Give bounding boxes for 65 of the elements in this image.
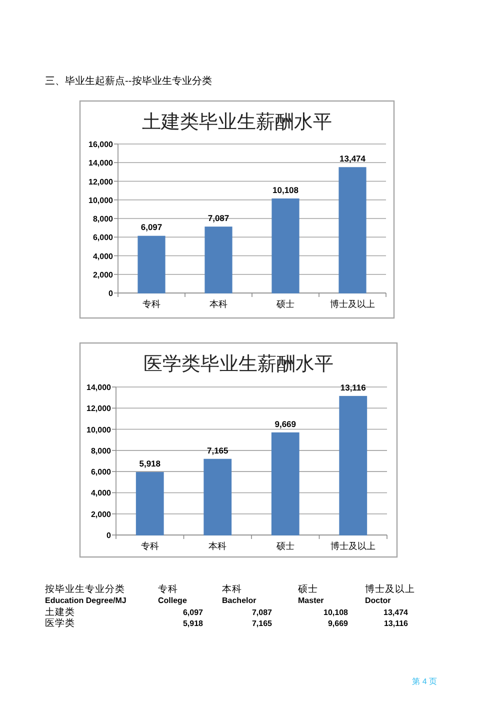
bar xyxy=(271,432,300,536)
y-tick-label: 8,000 xyxy=(90,446,112,456)
y-tick-label: 6,000 xyxy=(92,233,114,242)
text: 本科 xyxy=(222,583,242,595)
x-tick-label: 本科 xyxy=(208,541,227,552)
y-tick-label: 0 xyxy=(106,531,112,540)
y-tick-label: 6,000 xyxy=(90,468,112,477)
bar xyxy=(338,167,366,294)
data-label: 6,097 xyxy=(140,222,162,232)
text: 三、毕业生起薪点--按毕业生专业分类 xyxy=(45,75,212,87)
x-tick-label: 硕士 xyxy=(275,541,294,552)
text: 7,165 xyxy=(252,619,273,628)
bar xyxy=(204,458,232,536)
bar xyxy=(138,236,166,294)
y-tick-label: 12,000 xyxy=(86,404,112,414)
y-tick-label: 14,000 xyxy=(86,383,112,392)
bar xyxy=(339,396,368,536)
y-tick-label: 10,000 xyxy=(86,425,112,434)
text: 第 4 页 xyxy=(412,677,437,686)
text: 7,087 xyxy=(252,608,273,617)
x-tick-label: 专科 xyxy=(142,299,160,310)
x-tick-label: 博士及以上 xyxy=(330,541,376,552)
y-tick-label: 0 xyxy=(108,289,114,298)
text: 5,918 xyxy=(182,619,204,628)
bar xyxy=(272,198,300,294)
data-label: 10,108 xyxy=(272,184,299,195)
x-tick-label: 本科 xyxy=(210,299,228,310)
y-tick-label: 14,000 xyxy=(88,158,114,168)
data-label: 7,087 xyxy=(208,213,230,223)
y-tick-label: 2,000 xyxy=(90,510,112,519)
x-tick-label: 博士及以上 xyxy=(330,299,375,310)
data-label: 9,669 xyxy=(274,418,296,429)
y-tick-label: 2,000 xyxy=(92,270,114,280)
text: 博士及以上 xyxy=(365,583,415,595)
data-label: 5,918 xyxy=(139,458,161,468)
text: Education Degree/MJ xyxy=(45,596,126,605)
bar xyxy=(204,226,232,294)
text: Doctor xyxy=(365,596,391,605)
bar xyxy=(136,472,164,536)
y-tick-label: 8,000 xyxy=(92,214,114,224)
text: 6,097 xyxy=(182,608,204,617)
y-tick-label: 16,000 xyxy=(88,140,114,149)
y-tick-label: 4,000 xyxy=(90,488,112,498)
y-tick-label: 10,000 xyxy=(88,196,114,205)
text: 13,474 xyxy=(384,608,409,617)
data-label: 7,165 xyxy=(206,445,229,456)
chart-title: 土建类毕业生薪酬水平 xyxy=(142,111,332,133)
text: 硕士 xyxy=(297,583,318,595)
text: College xyxy=(158,596,188,605)
data-label: 13,116 xyxy=(340,382,366,392)
y-tick-label: 12,000 xyxy=(88,177,114,186)
text: 土建类 xyxy=(45,606,75,618)
text: 医学类 xyxy=(45,617,75,629)
x-tick-label: 专科 xyxy=(140,541,159,552)
text: Bachelor xyxy=(222,596,256,605)
text: 9,669 xyxy=(328,619,349,628)
data-label: 13,474 xyxy=(340,154,366,164)
text: 按毕业生专业分类 xyxy=(45,583,125,595)
text: 10,108 xyxy=(324,608,349,617)
chart-title: 医学类毕业生薪酬水平 xyxy=(144,353,334,375)
text: Master xyxy=(298,596,324,605)
text: 专科 xyxy=(158,583,178,595)
text: 13,116 xyxy=(384,619,409,628)
x-tick-label: 硕士 xyxy=(276,299,294,310)
y-tick-label: 4,000 xyxy=(92,252,114,261)
